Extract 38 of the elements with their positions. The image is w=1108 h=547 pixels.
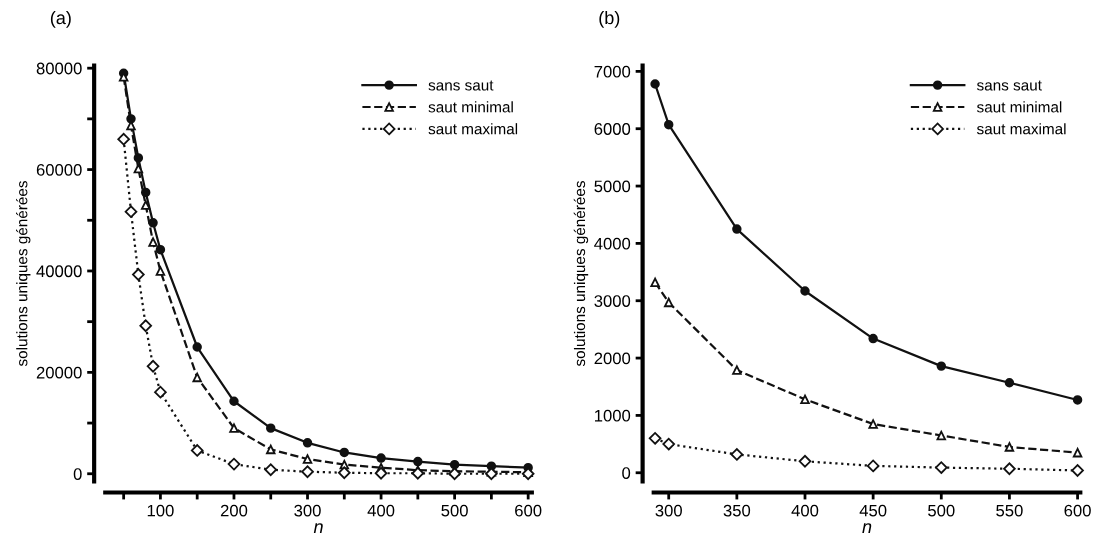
y-tick-label: 20000 <box>36 366 82 379</box>
y-axis-title: solutions uniques générées <box>16 181 31 367</box>
x-tick-label: 500 <box>441 504 468 517</box>
y-tick-label: 0 <box>622 467 631 479</box>
legend-label: saut maximal <box>428 123 518 135</box>
y-tick-label: 4000 <box>594 237 631 250</box>
x-tick-label: 300 <box>294 504 321 517</box>
y-tick-label: 60000 <box>36 163 82 176</box>
y-tick-label: 80000 <box>36 62 82 75</box>
x-tick-label: 550 <box>996 504 1023 517</box>
y-tick-label: 6000 <box>594 123 631 135</box>
y-tick-label: 5000 <box>594 180 631 193</box>
legend-label: saut minimal <box>976 101 1062 113</box>
legend-label: saut minimal <box>428 101 513 113</box>
x-axis-title: n <box>862 523 872 533</box>
y-tick-label: 1000 <box>595 409 631 422</box>
x-tick-label: 600 <box>1064 504 1091 517</box>
x-tick-label: 350 <box>723 504 751 517</box>
y-tick-label: 7000 <box>594 65 631 78</box>
x-tick-label: 400 <box>367 504 395 517</box>
y-tick-label: 40000 <box>36 265 82 278</box>
chart-title: (a) <box>50 10 71 28</box>
y-tick-label: 0 <box>73 468 82 480</box>
x-tick-label: 300 <box>655 504 682 517</box>
x-tick-label: 200 <box>220 504 248 517</box>
x-tick-label: 600 <box>515 504 542 517</box>
x-tick-label: 100 <box>147 504 174 517</box>
y-tick-label: 3000 <box>594 295 631 307</box>
y-tick-label: 2000 <box>594 352 631 365</box>
legend-label: saut maximal <box>976 123 1066 135</box>
legend-label: sans saut <box>976 80 1042 91</box>
x-tick-label: 400 <box>791 504 819 517</box>
x-axis-title: n <box>313 523 323 533</box>
y-axis-title: solutions uniques générées <box>573 181 589 367</box>
x-tick-label: 450 <box>859 504 887 517</box>
chart-title: (b) <box>599 10 620 28</box>
legend-label: sans saut <box>428 80 494 91</box>
x-tick-label: 500 <box>928 504 955 517</box>
